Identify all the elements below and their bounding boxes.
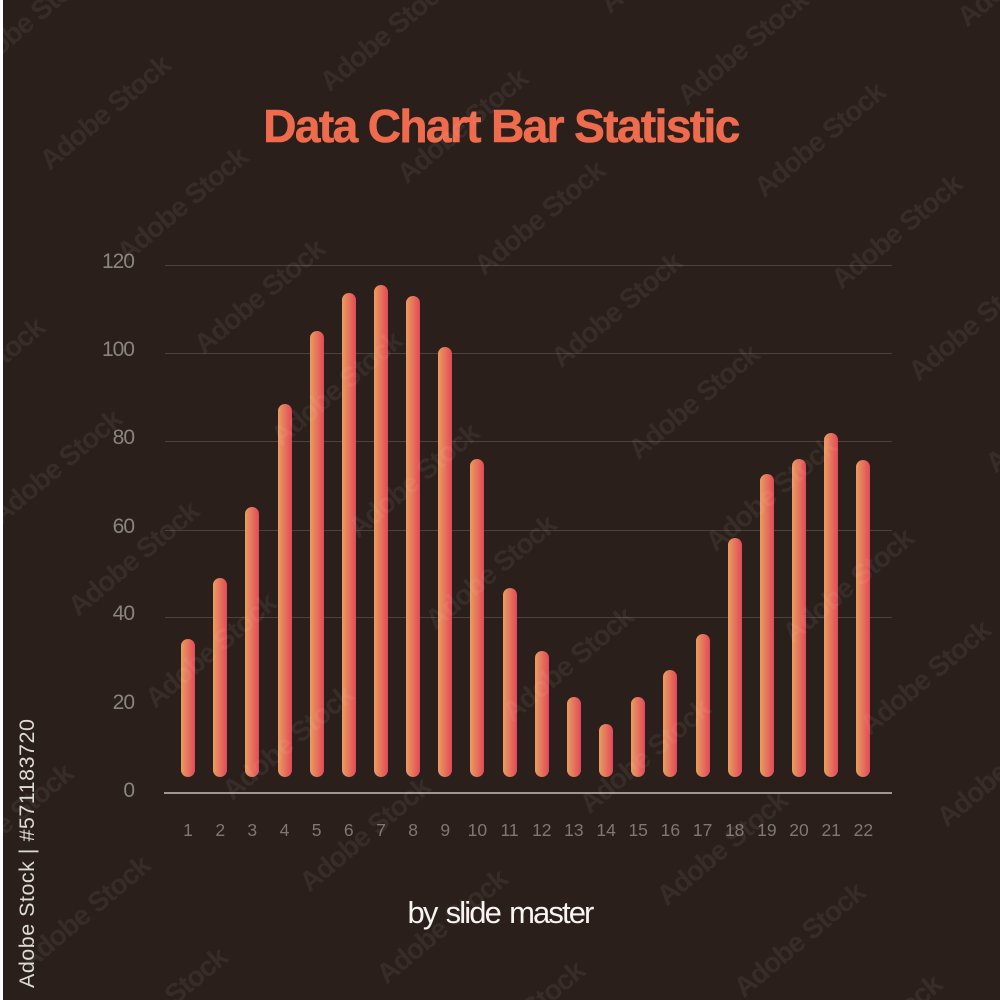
svg-text:Adobe Stock: Adobe Stock <box>622 337 766 465</box>
svg-text:Adobe Stock: Adobe Stock <box>496 600 640 728</box>
svg-text:Adobe Stock: Adobe Stock <box>0 0 100 84</box>
svg-text:Adobe Stock: Adobe Stock <box>776 521 920 649</box>
svg-text:Adobe Stock: Adobe Stock <box>805 967 949 1000</box>
svg-text:Adobe Stock: Adobe Stock <box>265 324 409 452</box>
svg-text:Adobe Stock: Adobe Stock <box>236 0 380 5</box>
svg-text:Adobe Stock: Adobe Stock <box>293 770 437 898</box>
svg-text:Adobe Stock: Adobe Stock <box>931 705 1000 833</box>
svg-text:Adobe Stock: Adobe Stock <box>0 402 128 530</box>
svg-text:Adobe Stock: Adobe Stock <box>33 48 177 176</box>
svg-text:Adobe Stock: Adobe Stock <box>419 508 563 636</box>
svg-text:Adobe Stock: Adobe Stock <box>902 259 1000 387</box>
svg-text:Adobe Stock: Adobe Stock <box>699 429 843 557</box>
svg-text:Adobe Stock: Adobe Stock <box>854 613 998 741</box>
svg-text:Adobe Stock: Adobe Stock <box>139 586 283 714</box>
svg-text:Adobe Stock: Adobe Stock <box>545 246 689 374</box>
svg-text:Adobe Stock: Adobe Stock <box>979 351 1000 479</box>
svg-text:Adobe Stock: Adobe Stock <box>391 62 535 190</box>
svg-text:Adobe Stock: Adobe Stock <box>951 0 1000 32</box>
svg-text:Adobe Stock: Adobe Stock <box>594 0 738 19</box>
svg-text:Adobe Stock: Adobe Stock <box>468 154 612 282</box>
svg-text:Adobe Stock: Adobe Stock <box>90 940 234 1000</box>
svg-text:Adobe Stock: Adobe Stock <box>448 954 592 1000</box>
svg-text:Adobe Stock: Adobe Stock <box>111 140 255 268</box>
svg-text:Adobe Stock: Adobe Stock <box>62 494 206 622</box>
svg-text:Adobe Stock: Adobe Stock <box>728 876 872 1000</box>
svg-text:Adobe Stock: Adobe Stock <box>342 416 486 544</box>
svg-text:Adobe Stock: Adobe Stock <box>0 310 51 438</box>
svg-text:Adobe Stock: Adobe Stock <box>825 167 969 295</box>
svg-text:Adobe Stock: Adobe Stock <box>314 0 458 97</box>
svg-text:Adobe Stock: Adobe Stock <box>671 0 815 111</box>
svg-text:Adobe Stock: Adobe Stock <box>748 75 892 203</box>
svg-text:Adobe Stock: Adobe Stock <box>188 232 332 360</box>
svg-text:Adobe Stock: Adobe Stock <box>573 692 717 820</box>
svg-text:Adobe Stock: Adobe Stock <box>370 862 514 990</box>
svg-text:Adobe Stock: Adobe Stock <box>651 784 795 912</box>
svg-text:Adobe Stock: Adobe Stock <box>216 678 360 806</box>
